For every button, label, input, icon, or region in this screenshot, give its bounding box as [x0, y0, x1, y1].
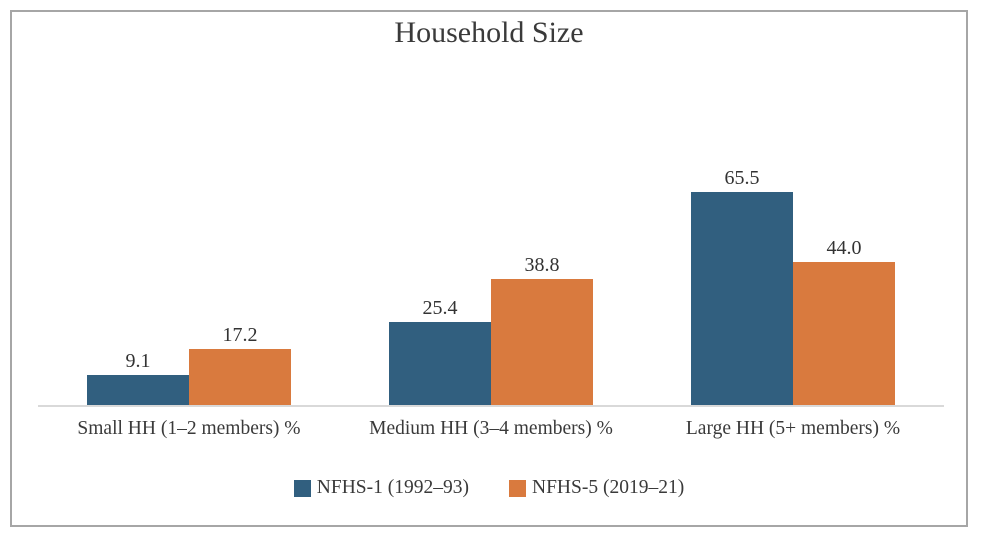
- legend-swatch-icon: [293, 479, 311, 497]
- bar-value-label: 38.8: [524, 253, 560, 276]
- bar-group-0: 9.1 17.2: [38, 152, 340, 405]
- bar-series1-cat2: [793, 262, 895, 405]
- legend-swatch-icon: [509, 479, 526, 497]
- category-axis: Small HH (1–2 members) % Medium HH (3–4 m…: [38, 418, 944, 440]
- bar-value-label: 44.0: [826, 237, 862, 259]
- legend: NFHS-1 (1992–93) NFHS-5 (2019–21): [12, 477, 966, 499]
- bar-col-series0-cat0: 9.1: [87, 350, 189, 405]
- category-label-2: Large HH (5+ members) %: [685, 418, 901, 439]
- bar-series0-cat1: [389, 322, 491, 405]
- category-label-1: Medium HH (3–4 members) %: [369, 418, 613, 439]
- bar-group-1: 25.4 38.8: [340, 152, 642, 405]
- chart-frame: Household Size 9.1 17.2 25.4 38.8 65.5 44.0 S…: [10, 10, 968, 527]
- bar-value-label: 25.4: [422, 297, 458, 320]
- legend-item-0: NFHS-1 (1992–93): [293, 477, 469, 499]
- bar-series1-cat1: [491, 278, 593, 405]
- bar-col-series0-cat2: 65.5: [691, 167, 793, 405]
- bar-value-label: 9.1: [125, 350, 151, 373]
- legend-item-1: NFHS-5 (2019–21): [509, 477, 684, 499]
- bar-value-label: 17.2: [222, 324, 258, 347]
- bar-col-series1-cat1: 38.8: [491, 254, 593, 405]
- bar-col-series1-cat0: 17.2: [189, 324, 291, 405]
- bar-series0-cat0: [87, 375, 189, 405]
- bar-group-2: 65.5 44.0: [642, 152, 944, 405]
- legend-label: NFHS-1 (1992–93): [316, 477, 469, 498]
- category-label-0: Small HH (1–2 members) %: [77, 418, 301, 439]
- bar-col-series1-cat2: 44.0: [793, 237, 895, 405]
- bar-series0-cat2: [691, 192, 793, 405]
- bar-col-series0-cat1: 25.4: [389, 297, 491, 405]
- legend-label: NFHS-5 (2019–21): [532, 477, 685, 498]
- plot-area: 9.1 17.2 25.4 38.8 65.5 44.0: [38, 152, 944, 405]
- bar-series1-cat0: [189, 349, 291, 405]
- x-axis-line: [38, 405, 944, 407]
- chart-title: Household Size: [394, 16, 584, 49]
- bar-value-label: 65.5: [724, 167, 760, 190]
